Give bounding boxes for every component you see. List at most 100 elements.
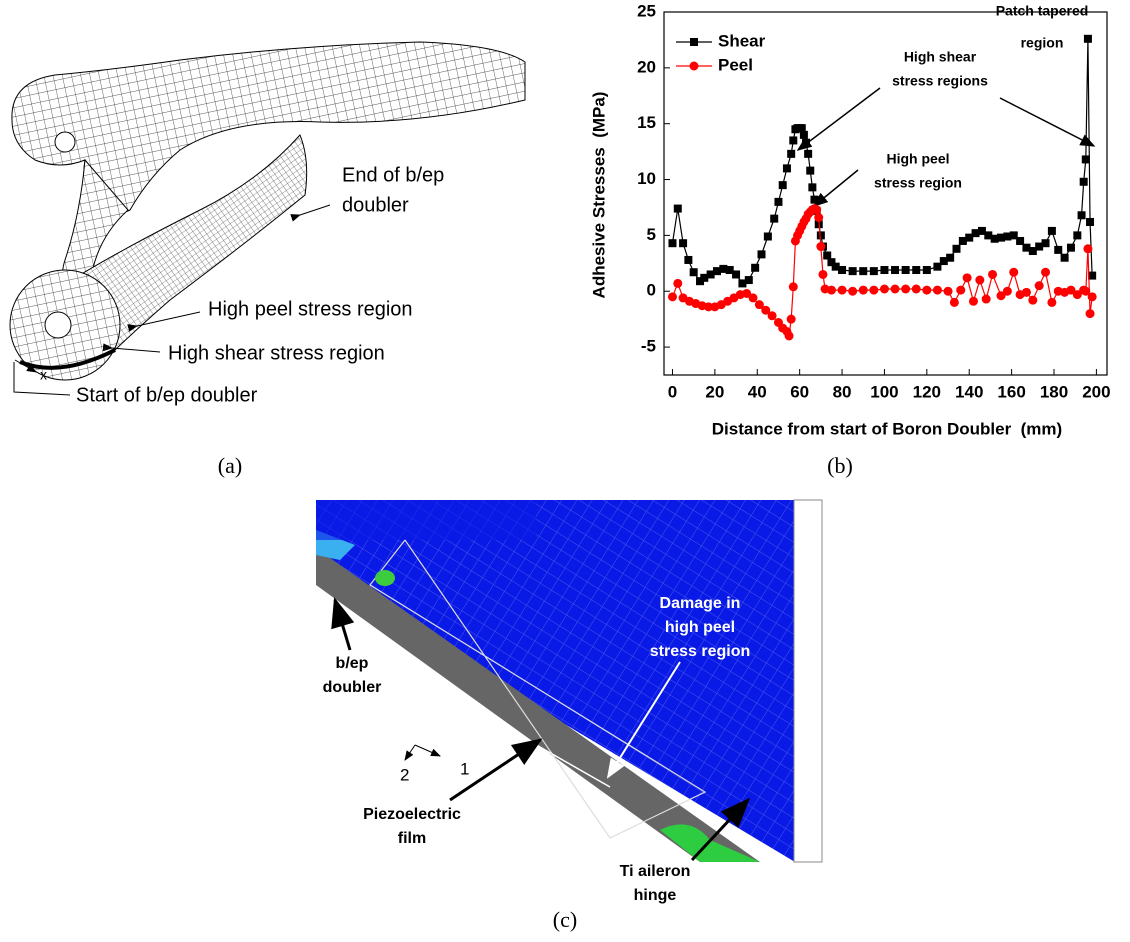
annotation: stress region — [874, 175, 962, 191]
label: x — [40, 367, 47, 383]
point — [911, 284, 921, 294]
point — [823, 251, 832, 260]
point — [787, 149, 796, 158]
point — [797, 124, 806, 133]
point — [837, 285, 847, 295]
x-axis-arrow — [14, 359, 37, 373]
point — [869, 285, 879, 295]
point — [684, 255, 693, 264]
point — [965, 233, 974, 242]
panel-c: Damage in high peel stress region b/ep d… — [316, 499, 823, 932]
arrow — [102, 343, 161, 353]
label: Start of b/ep doubler — [76, 384, 258, 406]
point — [997, 233, 1006, 242]
legend-marker — [690, 38, 698, 46]
point — [784, 331, 794, 341]
point — [673, 278, 683, 288]
point — [949, 297, 959, 307]
x-tick-label: 160 — [997, 382, 1025, 401]
point — [802, 138, 811, 147]
y-tick-label: -5 — [641, 337, 656, 356]
point — [869, 267, 878, 276]
label: Ti aileron — [620, 863, 691, 880]
point — [1016, 236, 1025, 245]
point — [952, 244, 961, 253]
point — [1066, 243, 1075, 252]
point — [826, 285, 836, 295]
point — [804, 149, 813, 158]
point — [1034, 281, 1044, 291]
point — [990, 234, 999, 243]
point — [1047, 297, 1057, 307]
contour — [375, 570, 395, 586]
point — [1081, 155, 1090, 164]
point — [696, 277, 705, 286]
legend-label: Peel — [718, 55, 753, 74]
point — [1073, 231, 1082, 240]
point — [939, 257, 948, 266]
point — [754, 300, 764, 310]
point — [789, 136, 798, 145]
point — [757, 250, 766, 259]
label: High peel stress region — [208, 298, 413, 320]
point — [816, 231, 825, 240]
point — [719, 264, 728, 273]
point — [1060, 253, 1069, 262]
legend-label: Shear — [718, 31, 766, 50]
point — [1035, 242, 1044, 251]
point — [831, 262, 840, 271]
label: High shear stress region — [168, 342, 385, 364]
point — [981, 294, 991, 304]
point — [996, 291, 1006, 301]
x-tick-label: 20 — [705, 382, 724, 401]
point — [946, 253, 955, 262]
caption: (a) — [218, 453, 242, 478]
x-axis-title: Distance from start of Boron Doubler (mm… — [712, 419, 1062, 438]
axis-arrow — [404, 744, 416, 761]
point — [786, 314, 796, 324]
point — [977, 226, 986, 235]
hole — [54, 131, 76, 153]
y-tick-label: 15 — [637, 113, 656, 132]
point — [742, 288, 752, 298]
point — [778, 181, 787, 190]
arrow — [690, 797, 751, 862]
point — [810, 195, 819, 204]
point — [859, 267, 868, 276]
x-tick-label: 0 — [668, 382, 677, 401]
label: stress region — [650, 643, 750, 660]
point — [988, 269, 998, 279]
point — [799, 130, 808, 139]
hole — [44, 311, 72, 339]
point — [890, 284, 900, 294]
annotation: Patch tapered — [996, 3, 1089, 19]
film-outline — [369, 538, 707, 839]
point — [1081, 286, 1091, 296]
point — [912, 266, 921, 275]
arrow — [606, 661, 681, 779]
point — [770, 214, 779, 223]
point — [1072, 290, 1082, 300]
point — [744, 276, 753, 285]
colorbar-frame — [793, 499, 823, 863]
header — [316, 500, 536, 540]
point — [933, 262, 942, 271]
point — [700, 273, 709, 282]
point — [1009, 267, 1019, 277]
x-tick-label: 60 — [790, 382, 809, 401]
point — [922, 266, 931, 275]
point — [901, 284, 911, 294]
point — [712, 267, 721, 276]
point — [879, 284, 889, 294]
point — [725, 266, 734, 275]
point — [1088, 271, 1097, 280]
label: hinge — [634, 887, 677, 904]
annotation: stress regions — [892, 73, 988, 89]
y-tick-label: 20 — [637, 57, 656, 76]
axis-arrow — [414, 744, 441, 757]
point — [932, 285, 942, 295]
point — [812, 205, 822, 215]
point — [1041, 239, 1050, 248]
point — [1086, 217, 1095, 226]
